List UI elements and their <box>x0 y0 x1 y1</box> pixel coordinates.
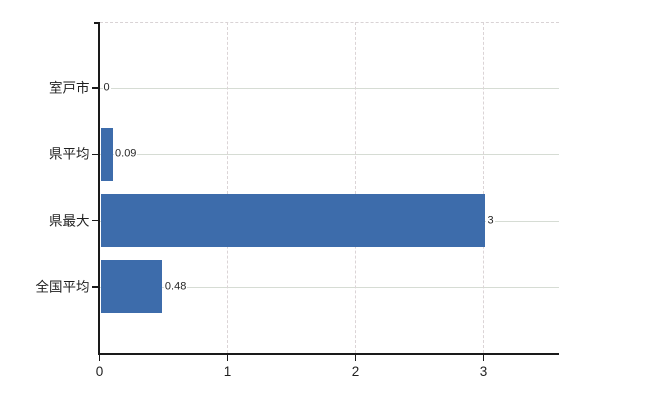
y-tick-mark <box>92 286 98 288</box>
bar-value-label: 0 <box>102 81 111 95</box>
plot-top-border <box>99 22 559 23</box>
y-axis-end-tick <box>93 22 100 24</box>
category-label: 県平均 <box>49 146 90 162</box>
x-tick-mark <box>226 354 229 361</box>
bar <box>101 260 163 314</box>
gridline-horizontal <box>99 88 559 90</box>
gridline-horizontal <box>99 154 559 156</box>
bar <box>101 127 113 181</box>
y-tick-mark <box>92 153 98 156</box>
y-tick-mark <box>92 219 98 222</box>
x-tick-label: 1 <box>223 363 232 379</box>
x-tick-mark <box>98 354 101 361</box>
bar <box>101 194 485 248</box>
x-tick-label: 3 <box>479 363 488 379</box>
bar-value-label: 0.09 <box>114 147 138 161</box>
x-tick-label: 0 <box>95 363 104 379</box>
y-tick-mark <box>92 87 98 89</box>
category-label: 県最大 <box>49 212 90 228</box>
x-axis-line <box>98 353 559 355</box>
gridline-vertical <box>355 22 357 353</box>
gridline-horizontal <box>99 286 559 288</box>
bar-value-label: 0.48 <box>163 280 188 294</box>
x-tick-label: 2 <box>351 363 360 379</box>
gridline-vertical <box>227 22 229 353</box>
category-label: 全国平均 <box>35 279 90 295</box>
x-tick-mark <box>482 354 485 361</box>
y-axis-line <box>98 22 100 353</box>
x-tick-mark <box>354 354 357 361</box>
bar-value-label: 3 <box>486 214 495 228</box>
gridline-vertical <box>483 22 485 353</box>
category-label: 室戸市 <box>49 80 90 96</box>
